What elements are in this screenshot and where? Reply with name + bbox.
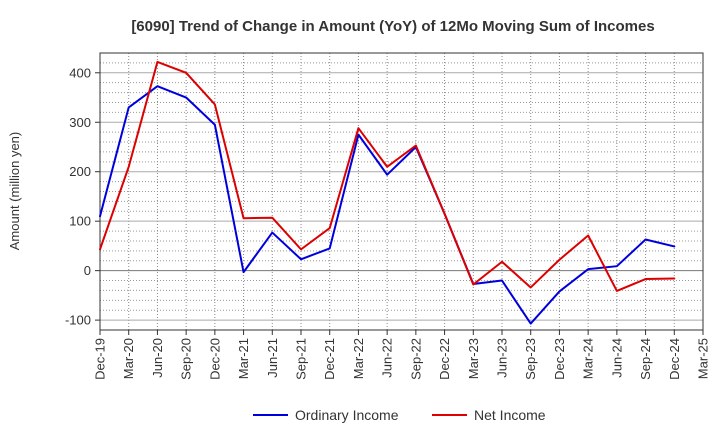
x-tick-label: Sep-21 (294, 338, 309, 380)
plot-area (100, 53, 703, 330)
x-tick-label: Jun-24 (609, 338, 624, 378)
x-tick-label: Dec-21 (322, 338, 337, 380)
x-tick-label: Jun-21 (265, 338, 280, 378)
x-tick-label: Dec-19 (93, 338, 108, 380)
y-tick-label: 100 (69, 214, 91, 229)
chart-title: [6090] Trend of Change in Amount (YoY) o… (131, 18, 654, 35)
legend: Ordinary Income Net Income (253, 407, 546, 423)
x-tick-label: Dec-20 (207, 338, 222, 380)
y-tick-label: 300 (69, 115, 91, 130)
x-tick-label: Mar-23 (466, 338, 481, 379)
y-tick-label: 400 (69, 65, 91, 80)
x-tick-label: Jun-23 (495, 338, 510, 378)
plot-frame (99, 52, 704, 331)
y-axis-label: Amount (million yen) (7, 132, 22, 251)
y-tick-label: 0 (84, 263, 91, 278)
ordinary-income-line (99, 85, 676, 325)
legend-label: Net Income (474, 407, 546, 423)
net-income-line (99, 60, 676, 292)
series-lines (99, 60, 676, 325)
grid-lines (100, 53, 703, 330)
x-tick-label: Dec-24 (667, 338, 682, 380)
x-tick-label: Jun-22 (380, 338, 395, 378)
y-tick-label: 200 (69, 164, 91, 179)
x-tick-label: Mar-22 (351, 338, 366, 379)
x-tick-label: Jun-20 (150, 338, 165, 378)
x-tick-label: Mar-20 (121, 338, 136, 379)
x-tick-label: Sep-24 (638, 338, 653, 380)
x-tick-label: Dec-23 (552, 338, 567, 380)
y-tick-label: -100 (65, 313, 91, 328)
x-tick-label: Sep-22 (408, 338, 423, 380)
x-tick-label: Mar-25 (696, 338, 711, 379)
x-tick-label: Sep-23 (523, 338, 538, 380)
legend-label: Ordinary Income (295, 407, 399, 423)
x-tick-label: Sep-20 (179, 338, 194, 380)
axes: -100 0 100 200 300 400 Dec-19 Mar-20 Jun-20 Sep-2… (65, 52, 711, 380)
x-tick-label: Mar-21 (236, 338, 251, 379)
x-tick-label: Mar-24 (581, 338, 596, 379)
x-tick-label: Dec-22 (437, 338, 452, 380)
